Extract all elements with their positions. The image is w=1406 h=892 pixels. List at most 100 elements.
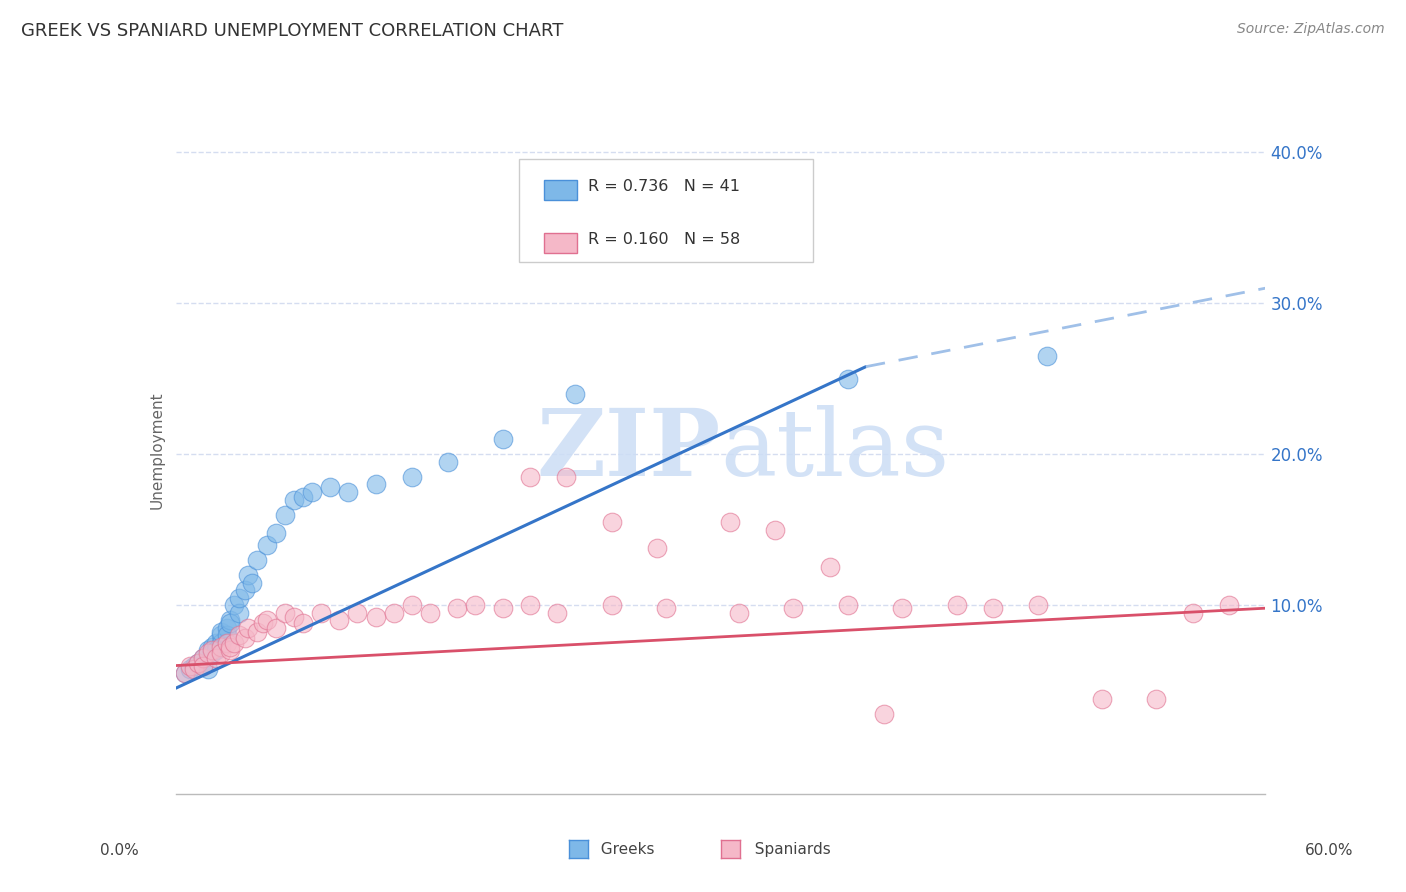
Point <box>191 651 214 665</box>
Point <box>763 523 786 537</box>
Point <box>222 636 245 650</box>
Point <box>401 598 423 612</box>
Point <box>209 647 232 661</box>
Text: R = 0.160   N = 58: R = 0.160 N = 58 <box>588 232 740 247</box>
Point <box>228 591 250 605</box>
Point <box>191 658 214 673</box>
Point <box>464 598 486 612</box>
Y-axis label: Unemployment: Unemployment <box>149 392 165 509</box>
FancyBboxPatch shape <box>544 180 576 201</box>
Point <box>191 651 214 665</box>
Point <box>186 656 209 670</box>
Point <box>186 656 209 670</box>
Point <box>209 625 232 640</box>
Point <box>173 666 195 681</box>
Point <box>546 606 568 620</box>
Point <box>264 621 287 635</box>
Point <box>246 553 269 567</box>
Point <box>364 477 387 491</box>
Point <box>201 640 224 655</box>
Text: Source: ZipAtlas.com: Source: ZipAtlas.com <box>1237 22 1385 37</box>
Point <box>283 492 305 507</box>
Point <box>1028 598 1050 612</box>
Point <box>197 643 219 657</box>
Point <box>645 541 668 555</box>
Point <box>219 613 242 627</box>
Point <box>219 616 242 631</box>
Point <box>401 470 423 484</box>
Point <box>197 647 219 661</box>
Point <box>233 583 256 598</box>
Point <box>1146 691 1168 706</box>
Point <box>233 632 256 646</box>
Point <box>382 606 405 620</box>
Point <box>555 470 578 484</box>
Point <box>256 538 278 552</box>
Point <box>818 560 841 574</box>
Point <box>283 610 305 624</box>
FancyBboxPatch shape <box>544 233 576 253</box>
Point <box>873 706 896 721</box>
Text: R = 0.736   N = 41: R = 0.736 N = 41 <box>588 179 740 194</box>
Point <box>782 601 804 615</box>
Point <box>600 515 623 529</box>
Point <box>191 658 214 673</box>
Point <box>437 455 460 469</box>
Point <box>209 636 232 650</box>
Point <box>519 598 541 612</box>
Point <box>337 485 360 500</box>
Point <box>837 598 859 612</box>
Point <box>346 606 368 620</box>
Point <box>319 480 342 494</box>
Point <box>1181 606 1204 620</box>
Point <box>204 651 226 665</box>
Point <box>328 613 350 627</box>
Point <box>655 601 678 615</box>
Text: ZIP: ZIP <box>536 406 721 495</box>
Point <box>183 662 205 676</box>
Point <box>981 601 1004 615</box>
Point <box>204 643 226 657</box>
Point <box>446 601 468 615</box>
Text: Greeks: Greeks <box>591 842 654 856</box>
Point <box>252 616 274 631</box>
Point <box>364 610 387 624</box>
Point <box>219 643 242 657</box>
Point <box>228 606 250 620</box>
Point <box>309 606 332 620</box>
Point <box>291 490 314 504</box>
Point <box>197 662 219 676</box>
Point <box>1091 691 1114 706</box>
Point <box>183 658 205 673</box>
Point <box>256 613 278 627</box>
Point <box>179 658 201 673</box>
Point <box>718 515 741 529</box>
Point <box>238 621 260 635</box>
Point <box>204 636 226 650</box>
Point <box>1036 349 1059 363</box>
Point <box>219 640 242 655</box>
Point <box>945 598 967 612</box>
Point <box>291 616 314 631</box>
Point <box>727 606 749 620</box>
Point <box>710 228 733 243</box>
Point <box>492 432 515 446</box>
Text: GREEK VS SPANIARD UNEMPLOYMENT CORRELATION CHART: GREEK VS SPANIARD UNEMPLOYMENT CORRELATI… <box>21 22 564 40</box>
Point <box>238 568 260 582</box>
Point <box>246 625 269 640</box>
Point <box>274 508 297 522</box>
Point <box>201 643 224 657</box>
Point <box>215 621 238 635</box>
Point <box>837 372 859 386</box>
Point <box>519 470 541 484</box>
Point <box>492 601 515 615</box>
Point <box>264 525 287 540</box>
Point <box>1218 598 1240 612</box>
FancyBboxPatch shape <box>519 159 813 261</box>
Point <box>419 606 441 620</box>
Text: atlas: atlas <box>721 406 950 495</box>
Point <box>201 647 224 661</box>
Point <box>222 598 245 612</box>
Point <box>600 598 623 612</box>
Point <box>173 666 195 681</box>
